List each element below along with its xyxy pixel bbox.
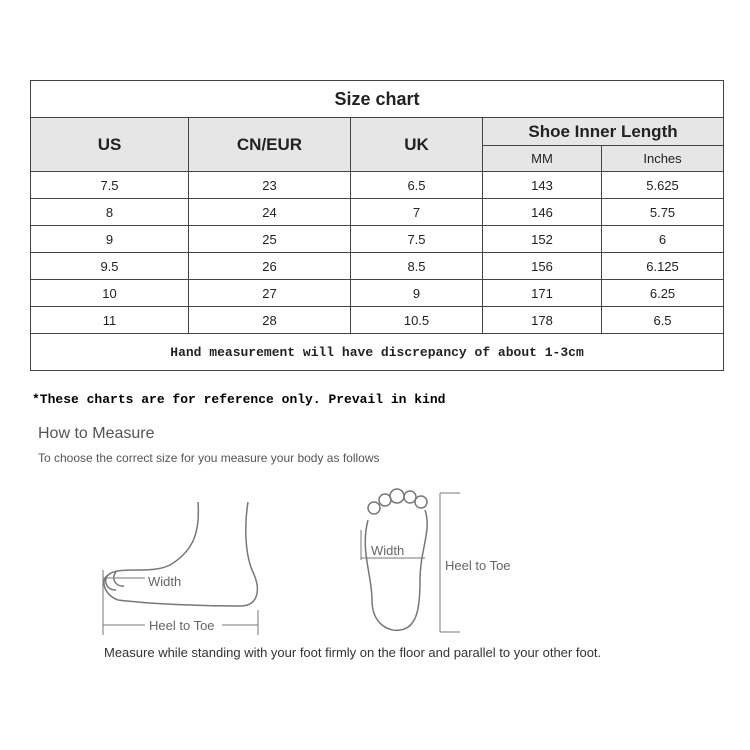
table-cell: 143 (482, 171, 602, 199)
table-cell: 152 (482, 225, 602, 253)
top-length-label: Heel to Toe (445, 558, 511, 573)
top-foot-illustration (364, 488, 428, 632)
table-cell: 23 (188, 171, 351, 199)
side-width-label: Width (148, 574, 181, 589)
table-cell: 6.125 (600, 252, 725, 280)
header-uk: UK (350, 117, 483, 172)
side-length-label: Heel to Toe (149, 618, 215, 633)
table-cell: 8.5 (350, 252, 483, 280)
how-to-measure-subtitle: To choose the correct size for you measu… (38, 451, 380, 465)
header-mm: MM (482, 145, 602, 172)
table-row: 9 25 7.5 152 6 (30, 225, 725, 253)
header-cn-eur: CN/EUR (188, 117, 351, 172)
size-chart-table: Size chart US CN/EUR UK Shoe Inner Lengt… (29, 80, 725, 371)
measure-caption: Measure while standing with your foot fi… (104, 645, 602, 660)
table-cell: 24 (188, 198, 351, 226)
reference-note: *These charts are for reference only. Pr… (32, 392, 446, 407)
table-cell: 146 (482, 198, 602, 226)
table-cell: 9 (350, 279, 483, 307)
header-us: US (30, 117, 189, 172)
table-cell: 7 (350, 198, 483, 226)
table-cell: 8 (30, 198, 189, 226)
table-cell: 10 (30, 279, 189, 307)
side-foot-illustration (103, 501, 259, 607)
table-cell: 27 (188, 279, 351, 307)
table-cell: 28 (188, 306, 351, 334)
table-cell: 178 (482, 306, 602, 334)
table-cell: 9 (30, 225, 189, 253)
how-to-measure-title: How to Measure (38, 425, 155, 442)
table-row: 10 27 9 171 6.25 (30, 279, 725, 307)
table-cell: 26 (188, 252, 351, 280)
table-cell: 11 (30, 306, 189, 334)
table-cell: 10.5 (350, 306, 483, 334)
table-cell: 6 (600, 225, 725, 253)
table-row: 8 24 7 146 5.75 (30, 198, 725, 226)
table-cell: 156 (482, 252, 602, 280)
table-cell: 7.5 (350, 225, 483, 253)
header-inner-length: Shoe Inner Length (481, 117, 725, 146)
table-cell: 6.5 (350, 171, 483, 199)
table-cell: 171 (482, 279, 602, 307)
table-cell: 6.5 (600, 306, 725, 334)
table-footer-note: Hand measurement will have discrepancy o… (29, 333, 725, 371)
top-width-label: Width (371, 543, 404, 558)
table-cell: 5.75 (600, 198, 725, 226)
table-cell: 5.625 (600, 171, 725, 199)
foot-diagram: Width Heel to Toe Width Heel to Toe (102, 488, 511, 635)
table-cell: 7.5 (30, 171, 189, 199)
table-cell: 9.5 (30, 252, 189, 280)
table-row: 7.5 23 6.5 143 5.625 (30, 171, 725, 199)
table-row: 9.5 26 8.5 156 6.125 (30, 252, 725, 280)
header-inches: Inches (600, 145, 725, 172)
table-cell: 6.25 (600, 279, 725, 307)
table-row: 11 28 10.5 178 6.5 (30, 306, 725, 334)
table-title: Size chart (29, 80, 725, 118)
table-cell: 25 (188, 225, 351, 253)
